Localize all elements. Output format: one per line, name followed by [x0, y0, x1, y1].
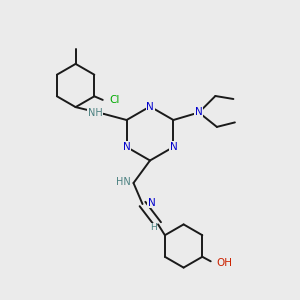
Text: N: N	[148, 197, 156, 208]
Text: H: H	[150, 224, 157, 232]
Text: HN: HN	[116, 177, 131, 187]
Text: N: N	[146, 101, 154, 112]
Text: N: N	[123, 142, 130, 152]
Text: OH: OH	[217, 257, 233, 268]
Text: N: N	[195, 107, 203, 118]
Text: Cl: Cl	[109, 95, 120, 105]
Text: N: N	[169, 142, 177, 152]
Text: NH: NH	[88, 108, 103, 118]
